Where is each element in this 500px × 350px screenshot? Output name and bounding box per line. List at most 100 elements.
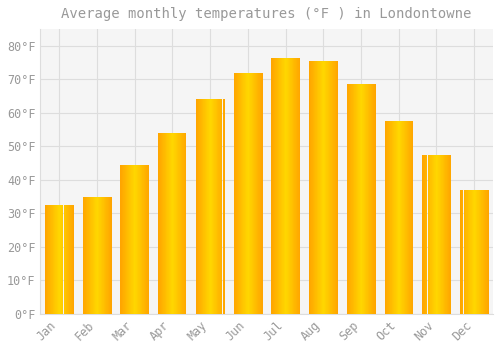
Bar <box>411 121 412 314</box>
Bar <box>129 165 130 314</box>
Bar <box>483 190 484 314</box>
Bar <box>138 165 139 314</box>
Bar <box>413 121 414 314</box>
Bar <box>197 99 198 314</box>
Bar <box>239 72 240 314</box>
Bar <box>259 72 260 314</box>
Bar <box>332 61 333 314</box>
Bar <box>204 99 205 314</box>
Bar <box>460 190 461 314</box>
Bar <box>394 121 395 314</box>
Bar <box>87 197 88 314</box>
Bar <box>137 165 138 314</box>
Bar <box>147 165 148 314</box>
Bar <box>334 61 335 314</box>
Bar <box>480 190 481 314</box>
Bar <box>474 190 475 314</box>
Title: Average monthly temperatures (°F ) in Londontowne: Average monthly temperatures (°F ) in Lo… <box>62 7 472 21</box>
Bar <box>284 57 285 314</box>
Bar <box>356 84 357 314</box>
Bar <box>100 197 101 314</box>
Bar <box>278 57 279 314</box>
Bar <box>180 133 182 314</box>
Bar <box>176 133 178 314</box>
Bar <box>427 155 428 314</box>
Bar <box>294 57 295 314</box>
Bar <box>387 121 388 314</box>
Bar <box>426 155 427 314</box>
Bar <box>354 84 355 314</box>
Bar <box>276 57 277 314</box>
Bar <box>488 190 489 314</box>
Bar <box>282 57 283 314</box>
Bar <box>369 84 370 314</box>
Bar <box>403 121 404 314</box>
Bar <box>248 72 249 314</box>
Bar <box>130 165 131 314</box>
Bar <box>218 99 219 314</box>
Bar <box>133 165 134 314</box>
Bar <box>101 197 102 314</box>
Bar <box>98 197 99 314</box>
Bar <box>401 121 402 314</box>
Bar <box>62 205 63 314</box>
Bar <box>372 84 373 314</box>
Bar <box>333 61 334 314</box>
Bar <box>185 133 186 314</box>
Bar <box>146 165 147 314</box>
Bar <box>439 155 440 314</box>
Bar <box>67 205 68 314</box>
Bar <box>246 72 247 314</box>
Bar <box>128 165 129 314</box>
Bar <box>355 84 356 314</box>
Bar <box>449 155 450 314</box>
Bar <box>463 190 464 314</box>
Bar <box>396 121 398 314</box>
Bar <box>368 84 369 314</box>
Bar <box>406 121 407 314</box>
Bar <box>255 72 256 314</box>
Bar <box>331 61 332 314</box>
Bar <box>274 57 275 314</box>
Bar <box>312 61 313 314</box>
Bar <box>481 190 482 314</box>
Bar <box>475 190 476 314</box>
Bar <box>443 155 444 314</box>
Bar <box>175 133 176 314</box>
Bar <box>212 99 214 314</box>
Bar <box>327 61 328 314</box>
Bar <box>111 197 112 314</box>
Bar <box>412 121 413 314</box>
Bar <box>71 205 72 314</box>
Bar <box>207 99 208 314</box>
Bar <box>168 133 169 314</box>
Bar <box>313 61 314 314</box>
Bar <box>86 197 87 314</box>
Bar <box>366 84 367 314</box>
Bar <box>186 133 187 314</box>
Bar <box>464 190 465 314</box>
Bar <box>293 57 294 314</box>
Bar <box>170 133 171 314</box>
Bar <box>50 205 51 314</box>
Bar <box>367 84 368 314</box>
Bar <box>398 121 399 314</box>
Bar <box>477 190 478 314</box>
Bar <box>281 57 282 314</box>
Bar <box>90 197 91 314</box>
Bar <box>123 165 124 314</box>
Bar <box>136 165 137 314</box>
Bar <box>241 72 242 314</box>
Bar <box>224 99 225 314</box>
Bar <box>404 121 405 314</box>
Bar <box>279 57 280 314</box>
Bar <box>371 84 372 314</box>
Bar <box>350 84 351 314</box>
Bar <box>470 190 471 314</box>
Bar <box>462 190 463 314</box>
Bar <box>326 61 327 314</box>
Bar <box>479 190 480 314</box>
Bar <box>85 197 86 314</box>
Bar <box>487 190 488 314</box>
Bar <box>208 99 209 314</box>
